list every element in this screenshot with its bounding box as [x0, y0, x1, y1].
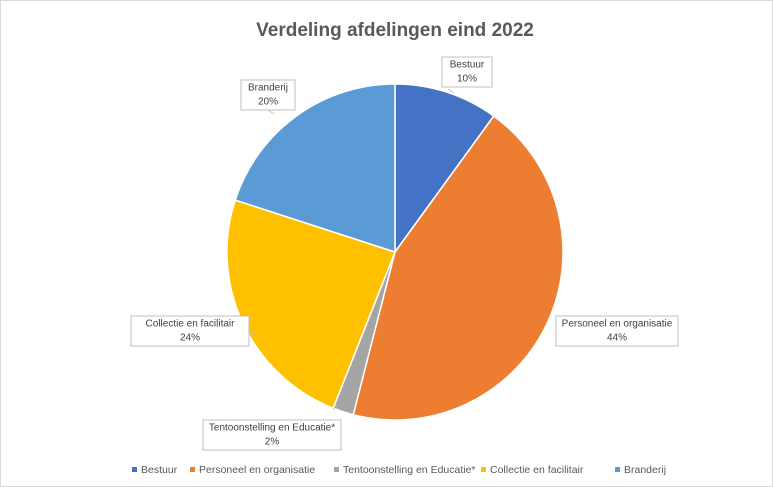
- legend-swatch: [481, 467, 486, 472]
- callout-value: 44%: [607, 333, 627, 344]
- callout-value: 24%: [180, 333, 200, 344]
- callout-category: Personeel en organisatie: [562, 319, 673, 330]
- legend-label: Personeel en organisatie: [199, 464, 315, 476]
- legend-swatch: [190, 467, 195, 472]
- legend-label: Collectie en facilitair: [490, 464, 584, 476]
- legend-label: Branderij: [624, 464, 666, 476]
- callout-leader: [267, 109, 275, 115]
- pie-slice: [234, 83, 396, 254]
- callout-box: [130, 315, 250, 347]
- callout-leader: [332, 404, 337, 411]
- callout-leader: [248, 330, 256, 336]
- callout-category: Branderij: [248, 83, 288, 94]
- callout-category: Collectie en facilitair: [146, 319, 236, 330]
- callout-box: [240, 79, 296, 111]
- legend-swatch: [615, 467, 620, 472]
- callout-value: 20%: [258, 97, 278, 108]
- callout-leader: [447, 88, 455, 94]
- callout-category: Tentoonstelling en Educatie*: [209, 423, 335, 434]
- callout-box: [441, 56, 493, 88]
- callout-box: [555, 315, 679, 347]
- callout-value: 10%: [457, 74, 477, 85]
- pie-slice: [352, 115, 564, 421]
- callout-category: Bestuur: [450, 60, 485, 71]
- callout-value: 2%: [265, 437, 280, 448]
- pie-slice: [394, 83, 495, 255]
- legend-label: Bestuur: [141, 464, 178, 476]
- legend-label: Tentoonstelling en Educatie*: [343, 464, 476, 476]
- legend-swatch: [334, 467, 339, 472]
- callout-box: [202, 419, 342, 451]
- legend-swatch: [132, 467, 137, 472]
- chart-title: Verdeling afdelingen eind 2022: [256, 20, 534, 41]
